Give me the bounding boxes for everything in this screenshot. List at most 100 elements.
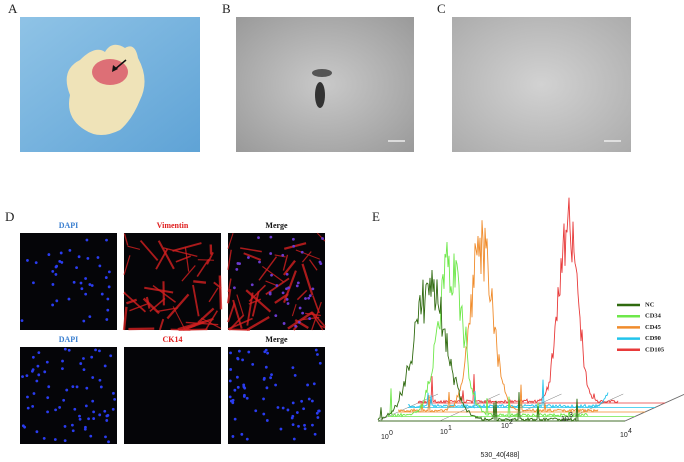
nucleus: [270, 373, 273, 377]
nucleus: [237, 349, 241, 353]
nucleus: [54, 273, 58, 276]
cell-fiber: [193, 280, 207, 284]
nucleus: [274, 314, 278, 318]
x-tick-label: 10: [620, 432, 628, 439]
nucleus: [235, 267, 239, 271]
cell-fiber: [265, 280, 277, 286]
cell-fiber: [200, 317, 222, 330]
nucleus: [109, 354, 113, 358]
nucleus: [71, 385, 75, 388]
nucleus: [51, 270, 55, 273]
nucleus: [104, 276, 108, 279]
nucleus: [306, 383, 309, 387]
cell-fiber: [184, 246, 190, 272]
nucleus: [105, 419, 109, 422]
nucleus: [229, 351, 232, 355]
panel-label: C: [437, 1, 446, 16]
nucleus: [245, 396, 249, 400]
cell-fiber: [157, 240, 175, 270]
cell-fiber: [172, 242, 202, 252]
nucleus: [84, 404, 88, 408]
nucleus: [247, 256, 250, 259]
nucleus: [263, 350, 267, 354]
nucleus: [71, 429, 75, 433]
nucleus: [83, 427, 87, 431]
nucleus: [264, 365, 268, 369]
nucleus: [96, 256, 100, 259]
x-tick-label: 10: [501, 423, 509, 430]
nucleus: [281, 291, 285, 295]
nucleus: [31, 355, 35, 359]
cell-fiber: [163, 247, 198, 257]
nucleus: [82, 368, 86, 371]
nucleus: [92, 417, 96, 420]
nucleus: [258, 260, 261, 264]
cell-fiber: [175, 255, 191, 263]
nucleus: [26, 259, 29, 262]
cell-fiber: [177, 320, 205, 331]
cell-fiber: [296, 289, 308, 301]
nucleus: [300, 250, 304, 254]
nucleus: [281, 406, 285, 410]
nucleus: [245, 437, 249, 441]
nucleus: [107, 270, 111, 274]
nucleus: [79, 362, 83, 365]
histogram-curve: [397, 220, 599, 414]
cell-fiber: [274, 254, 286, 258]
cell-fiber: [301, 251, 312, 263]
nucleus: [103, 364, 107, 368]
nucleus: [26, 395, 29, 399]
nucleus: [265, 419, 269, 422]
nucleus: [35, 379, 39, 383]
nucleus: [106, 308, 110, 312]
nucleus: [111, 407, 115, 411]
nucleus: [73, 407, 77, 411]
nucleus: [285, 287, 288, 291]
x-axis-label: 530_40[488]: [481, 452, 520, 459]
cell-fiber: [291, 304, 297, 317]
nucleus: [232, 286, 236, 290]
cell-fiber: [240, 247, 262, 253]
nucleus: [47, 253, 51, 256]
nucleus: [37, 373, 41, 377]
nucleus: [312, 382, 316, 386]
nucleus: [287, 286, 290, 290]
nucleus: [47, 385, 51, 389]
nucleus: [291, 366, 295, 370]
image-title: Merge: [265, 221, 288, 230]
panel-label: A: [8, 1, 18, 16]
histogram-curve: [417, 197, 619, 405]
nucleus: [303, 427, 307, 431]
nucleus: [36, 364, 40, 368]
panel-d-images: DAPI Vimentin Merge DAPI CK14 Merge: [20, 221, 326, 444]
nucleus: [236, 356, 240, 360]
nucleus: [63, 347, 67, 351]
cell-fiber: [206, 251, 214, 265]
cell-fiber: [139, 239, 159, 261]
nucleus: [236, 385, 240, 389]
nucleus: [251, 362, 255, 366]
image-title: Vimentin: [157, 221, 189, 230]
nucleus: [316, 416, 320, 419]
cell-fiber: [129, 302, 149, 312]
cell-fiber: [311, 311, 326, 328]
x-tick-label: 10: [561, 416, 569, 423]
nucleus: [265, 386, 269, 390]
nucleus: [98, 349, 101, 353]
cell-fiber: [287, 311, 313, 330]
nucleus: [46, 410, 49, 414]
nucleus: [247, 350, 251, 354]
nucleus: [75, 385, 79, 389]
cell-fiber: [192, 284, 200, 317]
cell-fiber: [227, 232, 234, 249]
cell-fiber: [282, 254, 289, 271]
nucleus: [228, 379, 232, 383]
nucleus: [311, 423, 314, 427]
cell-fiber: [183, 325, 196, 331]
cell-fiber: [308, 259, 318, 271]
panel-label: E: [372, 209, 380, 224]
legend-label: CD34: [645, 313, 662, 320]
nucleus: [61, 359, 64, 363]
